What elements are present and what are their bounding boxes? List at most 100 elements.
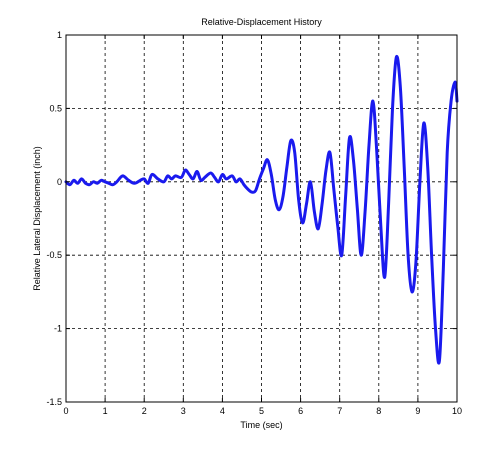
x-tick-label: 7: [337, 406, 342, 416]
data-point: [388, 203, 390, 205]
x-tick-label: 8: [376, 406, 381, 416]
series-layer: [64, 54, 459, 365]
x-tick-label: 3: [181, 406, 186, 416]
data-point: [96, 182, 98, 184]
data-point: [415, 261, 417, 264]
data-point: [196, 170, 198, 173]
data-point: [112, 184, 114, 186]
data-point: [243, 184, 245, 186]
data-point: [258, 178, 261, 180]
data-point: [235, 181, 237, 183]
data-point: [200, 179, 202, 181]
data-point: [407, 254, 409, 256]
data-point: [395, 56, 397, 58]
data-point: [302, 222, 304, 224]
data-point: [163, 181, 165, 183]
data-point: [239, 178, 241, 180]
data-point: [133, 182, 135, 184]
data-point: [77, 182, 79, 184]
data-point: [73, 179, 75, 181]
data-point: [147, 182, 149, 184]
data-point: [290, 140, 292, 142]
data-point: [309, 181, 311, 183]
data-point: [204, 176, 206, 178]
data-point: [423, 122, 425, 124]
data-point: [251, 191, 253, 193]
data-point: [151, 173, 153, 176]
data-point: [364, 210, 366, 212]
x-tick-label: 10: [452, 406, 462, 416]
data-point: [184, 169, 186, 171]
data-point: [368, 144, 370, 146]
y-tick-label: -0.5: [46, 250, 62, 260]
data-point: [454, 81, 456, 83]
data-point: [122, 175, 124, 177]
data-point: [104, 181, 106, 183]
data-point: [188, 173, 190, 176]
data-point: [294, 151, 296, 153]
data-point: [329, 151, 331, 153]
data-point: [274, 198, 276, 200]
data-point: [167, 175, 169, 177]
data-point: [376, 151, 378, 153]
x-axis-label: Time (sec): [240, 420, 282, 430]
data-point: [431, 254, 433, 256]
data-point: [282, 195, 284, 198]
tick-labels: 0 1 2 3 4 5 6 7 8 9 10 -1.5 -1 -0.5 0 0.5 1: [46, 30, 462, 416]
data-point: [380, 225, 382, 227]
data-point: [143, 178, 145, 180]
y-tick-label: 1: [57, 30, 62, 40]
y-tick-label: -1.5: [46, 397, 62, 407]
data-point: [341, 254, 343, 256]
data-point: [333, 188, 335, 190]
data-point: [317, 228, 319, 230]
data-point: [286, 166, 288, 168]
y-axis-label: Relative Lateral Displacement (inch): [32, 146, 42, 291]
data-point: [403, 166, 405, 168]
x-tick-label: 1: [103, 406, 108, 416]
data-point: [231, 175, 233, 177]
data-point: [352, 159, 354, 161]
data-point: [278, 209, 280, 211]
data-point: [247, 188, 249, 190]
data-point: [348, 137, 351, 139]
x-tick-label: 0: [63, 406, 68, 416]
x-tick-label: 2: [142, 406, 147, 416]
x-tick-label: 4: [220, 406, 225, 416]
data-point: [360, 254, 362, 256]
data-point: [345, 195, 347, 198]
data-point: [221, 173, 223, 176]
data-point: [313, 210, 315, 212]
data-point: [305, 203, 308, 205]
data-point: [450, 100, 452, 102]
data-point: [391, 107, 394, 109]
data-point: [411, 291, 413, 293]
data-point: [372, 100, 374, 102]
data-point: [69, 184, 71, 186]
data-point: [337, 225, 339, 227]
data-point: [108, 182, 110, 184]
x-tick-label: 9: [415, 406, 420, 416]
data-point: [81, 178, 83, 180]
data-point: [255, 190, 257, 192]
data-point: [171, 178, 173, 180]
data-point: [384, 276, 386, 278]
data-point: [298, 198, 300, 200]
data-point: [356, 207, 358, 209]
data-point: [438, 360, 440, 362]
data-point: [266, 159, 268, 161]
data-point: [100, 179, 102, 181]
data-point: [442, 269, 444, 271]
data-point: [321, 203, 323, 205]
data-point: [180, 176, 182, 178]
data-point: [446, 151, 448, 153]
data-point: [325, 169, 327, 171]
data-point: [262, 168, 265, 170]
data-point: [427, 166, 429, 168]
x-tick-label: 6: [298, 406, 303, 416]
data-point: [84, 182, 87, 184]
x-tick-label: 5: [259, 406, 264, 416]
data-point: [139, 179, 141, 181]
